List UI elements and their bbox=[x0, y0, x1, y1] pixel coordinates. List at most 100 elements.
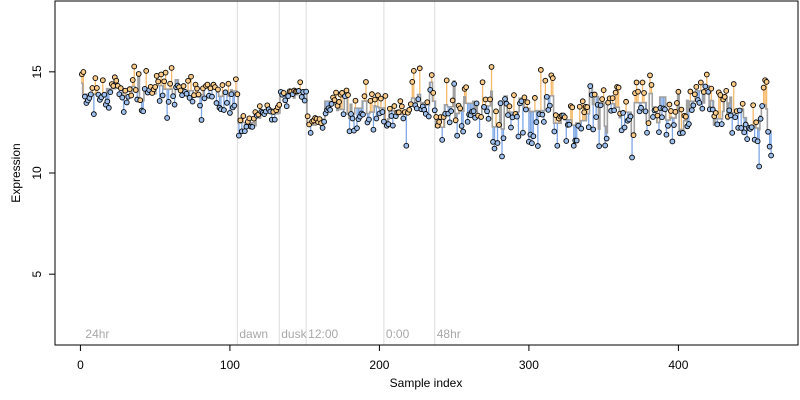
data-point bbox=[551, 128, 558, 135]
data-point bbox=[387, 105, 393, 112]
data-point bbox=[741, 129, 748, 136]
data-point bbox=[431, 107, 438, 114]
data-point bbox=[180, 83, 187, 89]
data-point bbox=[373, 115, 380, 122]
data-point bbox=[642, 108, 649, 115]
x-tick-label: 100 bbox=[220, 358, 240, 372]
data-point bbox=[612, 89, 619, 96]
data-point bbox=[303, 88, 310, 95]
data-point bbox=[753, 119, 759, 126]
data-point bbox=[638, 104, 644, 111]
data-point bbox=[80, 69, 87, 75]
data-point bbox=[439, 137, 446, 143]
data-point bbox=[381, 118, 387, 125]
phase-dividers bbox=[236, 1, 436, 345]
data-point bbox=[675, 88, 682, 95]
data-point bbox=[413, 105, 420, 112]
data-point bbox=[491, 145, 498, 152]
data-point bbox=[454, 132, 460, 139]
data-point bbox=[590, 126, 597, 133]
data-point bbox=[234, 91, 241, 98]
data-point bbox=[222, 89, 229, 96]
data-point bbox=[88, 91, 94, 98]
data-point bbox=[721, 94, 728, 100]
data-point bbox=[101, 91, 108, 98]
data-point bbox=[280, 90, 287, 96]
data-point bbox=[644, 129, 650, 136]
data-point bbox=[298, 94, 305, 100]
data-point bbox=[301, 97, 308, 104]
data-point bbox=[117, 85, 124, 91]
data-point bbox=[581, 109, 588, 116]
data-point bbox=[579, 98, 586, 105]
data-point bbox=[671, 122, 677, 128]
data-point bbox=[189, 98, 196, 105]
data-point bbox=[104, 98, 111, 105]
data-point bbox=[321, 118, 327, 125]
data-point bbox=[240, 113, 247, 119]
data-point bbox=[343, 87, 350, 94]
data-point bbox=[227, 110, 233, 116]
data-point bbox=[403, 142, 410, 149]
data-point bbox=[186, 94, 193, 101]
y-tick-label: 5 bbox=[30, 271, 44, 278]
data-point bbox=[91, 111, 97, 118]
data-point bbox=[648, 82, 655, 88]
data-point bbox=[297, 79, 304, 86]
data-point bbox=[603, 135, 610, 142]
data-point bbox=[126, 86, 133, 92]
data-point bbox=[94, 85, 100, 91]
data-point bbox=[436, 119, 443, 125]
data-point bbox=[363, 79, 369, 85]
data-point bbox=[506, 103, 513, 110]
data-point bbox=[430, 90, 437, 96]
data-point bbox=[754, 138, 761, 145]
data-point bbox=[487, 96, 493, 103]
x-tick-label: 200 bbox=[369, 358, 389, 372]
data-point bbox=[366, 116, 372, 123]
data-point bbox=[295, 88, 302, 94]
data-point bbox=[666, 101, 673, 108]
data-point bbox=[635, 88, 641, 95]
data-point bbox=[763, 79, 770, 85]
data-point bbox=[170, 93, 176, 100]
data-point bbox=[424, 99, 431, 106]
data-point bbox=[354, 125, 360, 132]
data-point bbox=[633, 79, 640, 86]
data-point bbox=[739, 100, 746, 107]
data-point bbox=[708, 85, 715, 92]
data-point bbox=[105, 104, 112, 111]
data-point bbox=[508, 124, 514, 131]
data-point bbox=[346, 128, 353, 135]
data-point bbox=[542, 77, 549, 84]
data-point bbox=[198, 117, 205, 123]
data-point bbox=[726, 107, 733, 114]
data-point bbox=[686, 121, 692, 127]
data-point bbox=[451, 80, 458, 87]
data-point bbox=[165, 99, 172, 105]
data-point bbox=[285, 93, 292, 99]
data-point bbox=[570, 142, 577, 149]
data-point bbox=[690, 102, 697, 109]
data-point bbox=[702, 83, 709, 90]
data-point bbox=[600, 87, 607, 93]
data-point bbox=[609, 95, 616, 101]
data-point bbox=[161, 78, 167, 85]
data-point bbox=[397, 98, 404, 104]
data-point bbox=[307, 130, 314, 136]
data-point bbox=[500, 135, 507, 142]
data-point bbox=[561, 114, 568, 121]
data-point bbox=[135, 71, 142, 77]
data-point bbox=[398, 103, 405, 110]
data-point bbox=[505, 112, 511, 118]
data-point bbox=[732, 114, 739, 121]
data-point bbox=[191, 92, 197, 99]
data-point bbox=[756, 163, 762, 170]
data-point bbox=[511, 92, 517, 98]
data-point bbox=[538, 67, 544, 73]
data-point bbox=[645, 120, 652, 126]
data-point bbox=[566, 121, 573, 128]
phase-label: dawn bbox=[239, 327, 268, 341]
data-point bbox=[497, 100, 504, 107]
data-point bbox=[446, 119, 453, 126]
